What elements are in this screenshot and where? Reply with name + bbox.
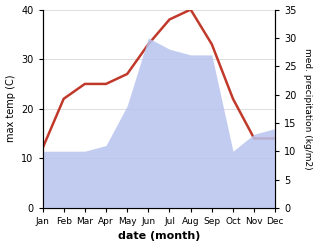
X-axis label: date (month): date (month) (118, 231, 200, 242)
Y-axis label: max temp (C): max temp (C) (5, 75, 16, 143)
Y-axis label: med. precipitation (kg/m2): med. precipitation (kg/m2) (303, 48, 313, 169)
